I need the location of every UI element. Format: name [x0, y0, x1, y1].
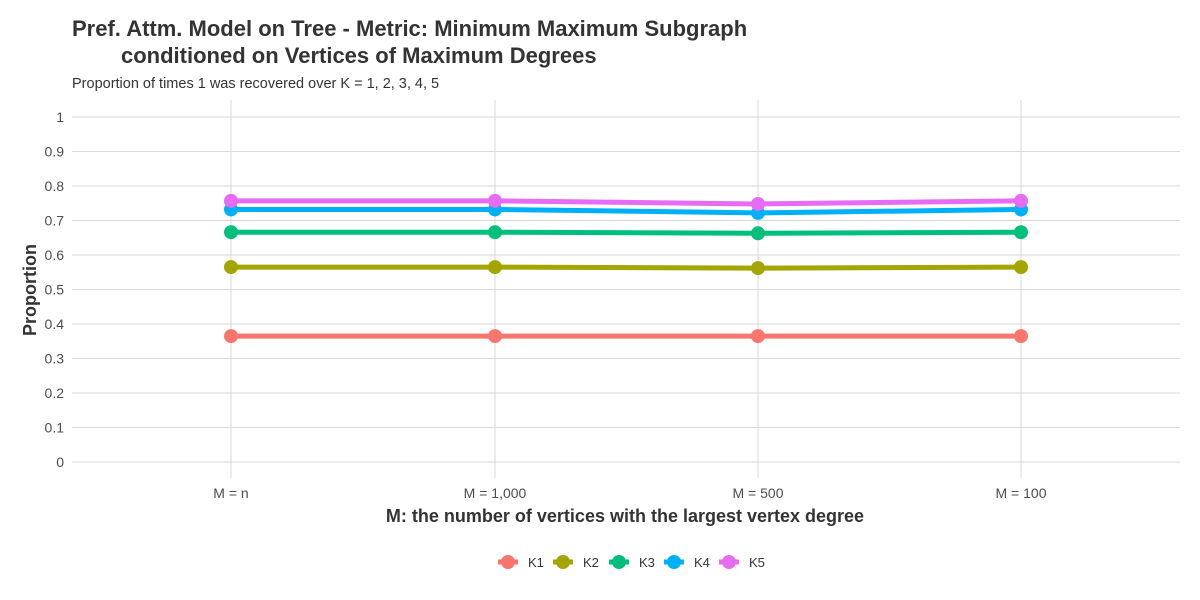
y-tick-label: 0.4 — [45, 316, 65, 332]
data-point-k1 — [1014, 329, 1028, 344]
x-tick-label: M = 1,000 — [464, 485, 527, 501]
data-point-k2 — [488, 260, 502, 275]
legend-label-k2: K2 — [583, 555, 599, 570]
chart-subtitle: Proportion of times 1 was recovered over… — [72, 76, 440, 92]
series-line-k2 — [231, 264, 1022, 271]
series-line-k5 — [231, 198, 1022, 207]
legend-key-point-k3 — [612, 555, 626, 569]
y-tick-label: 0.1 — [45, 420, 65, 436]
x-axis-title: M: the number of vertices with the large… — [386, 506, 864, 526]
legend-key-point-k4 — [667, 555, 681, 569]
chart-title: Pref. Attm. Model on Tree - Metric: Mini… — [72, 16, 748, 41]
legend-key-point-k1 — [501, 555, 515, 569]
data-point-k3 — [751, 226, 765, 241]
y-tick-label: 0.8 — [45, 178, 65, 194]
legend: K1 K2 K3 K4 K5 — [498, 555, 765, 570]
series-lines — [231, 198, 1022, 339]
y-axis-title: Proportion — [20, 244, 40, 336]
data-point-k5 — [1014, 193, 1028, 208]
y-tick-label: 0.5 — [45, 282, 65, 298]
data-point-k5 — [224, 193, 238, 208]
data-point-k3 — [224, 225, 238, 240]
series-points — [224, 193, 1028, 344]
grid-lines — [72, 100, 1180, 478]
x-tick-label: M = 500 — [733, 485, 784, 501]
series-line-k3 — [231, 229, 1022, 236]
data-point-k2 — [224, 260, 238, 275]
data-point-k1 — [488, 329, 502, 344]
legend-label-k3: K3 — [639, 555, 655, 570]
data-point-k3 — [1014, 225, 1028, 240]
data-point-k2 — [751, 261, 765, 276]
x-tick-label: M = 100 — [996, 485, 1047, 501]
data-point-k1 — [751, 329, 765, 344]
y-tick-label: 0.9 — [45, 144, 65, 160]
y-tick-label: 0.6 — [45, 247, 65, 263]
y-tick-label: 0.3 — [45, 351, 65, 367]
legend-key-point-k5 — [722, 555, 736, 569]
data-point-k1 — [224, 329, 238, 344]
legend-label-k1: K1 — [528, 555, 544, 570]
x-tick-label: M = n — [213, 485, 248, 501]
data-point-k2 — [1014, 260, 1028, 275]
legend-key-point-k2 — [556, 555, 570, 569]
y-tick-label: 0.7 — [45, 213, 65, 229]
y-tick-label: 0 — [56, 454, 64, 470]
data-point-k3 — [488, 225, 502, 240]
y-tick-label: 1 — [56, 109, 64, 125]
y-tick-label: 0.2 — [45, 385, 65, 401]
data-point-k5 — [488, 193, 502, 208]
data-point-k5 — [751, 196, 765, 211]
x-tick-labels: M = n M = 1,000 M = 500 M = 100 — [213, 485, 1046, 501]
legend-label-k5: K5 — [749, 555, 765, 570]
series-line-k4 — [231, 206, 1022, 216]
y-tick-labels: 0 0.1 0.2 0.3 0.4 0.5 0.6 0.7 0.8 0.9 1 — [45, 109, 65, 470]
legend-label-k4: K4 — [694, 555, 710, 570]
chart-title-line-2: conditioned on Vertices of Maximum Degre… — [121, 43, 597, 68]
